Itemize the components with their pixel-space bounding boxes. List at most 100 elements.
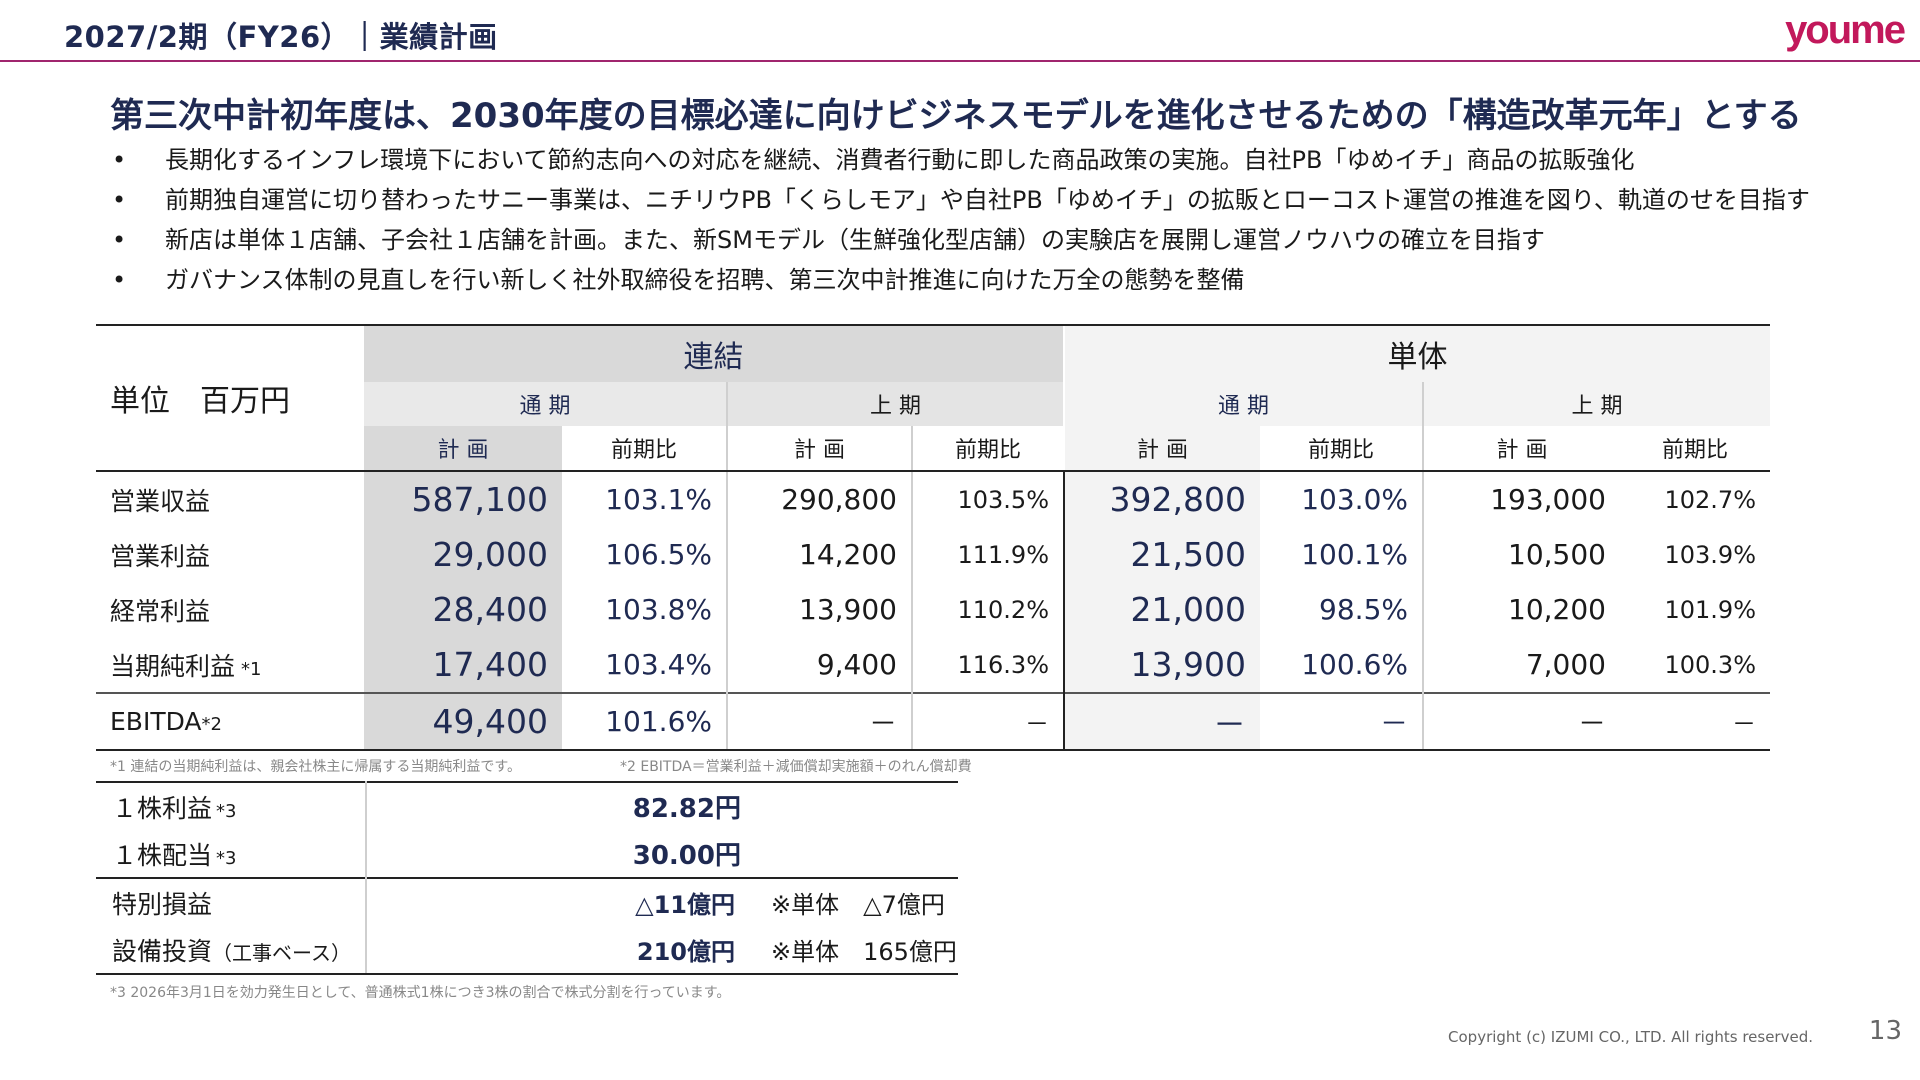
group-standalone: 単体 bbox=[1063, 324, 1770, 382]
row-label: 営業収益 bbox=[110, 486, 211, 516]
consolidated-fy-plan: 28,400 bbox=[364, 582, 562, 637]
capex-label: 設備投資（工事ベース） bbox=[96, 926, 367, 975]
bullet-marker: • bbox=[112, 146, 127, 174]
consolidated-half-year: 上 期 bbox=[726, 382, 1064, 426]
table-row: 当期純利益 *1 17,400 103.4% 9,400 116.3% 13,90… bbox=[96, 637, 1770, 693]
table-row-ebitda: EBITDA*2 49,400 101.6% － － － － － － bbox=[96, 692, 1770, 751]
consolidated-fy-plan: 587,100 bbox=[364, 471, 562, 527]
col-yoy: 前期比 bbox=[1260, 426, 1423, 472]
consolidated-h1-plan: － bbox=[726, 692, 912, 751]
consolidated-h1-yoy: 111.9% bbox=[911, 527, 1064, 582]
copyright: Copyright (c) IZUMI CO., LTD. All rights… bbox=[1448, 1028, 1813, 1046]
footnote-1: *1 連結の当期純利益は、親会社株主に帰属する当期純利益です。 bbox=[110, 759, 521, 775]
consolidated-fy-plan: 49,400 bbox=[364, 692, 562, 751]
capex-row: 設備投資（工事ベース） 210億円 ※単体 165億円 bbox=[96, 926, 958, 975]
bullet-list: • 長期化するインフレ環境下において節約志向への対応を継続、消費者行動に即した商品… bbox=[110, 140, 1810, 300]
standalone-h1-yoy: 102.7% bbox=[1664, 485, 1756, 514]
standalone-full-year: 通 期 bbox=[1063, 382, 1423, 426]
bullet-item: • ガバナンス体制の見直しを行い新しく社外取締役を招聘、第三次中計推進に向けた万全… bbox=[110, 260, 1810, 300]
table-row: 営業利益 29,000 106.5% 14,200 111.9% 21,500 … bbox=[96, 527, 1770, 582]
bullet-text: 長期化するインフレ環境下において節約志向への対応を継続、消費者行動に即した商品政… bbox=[165, 146, 1635, 174]
eps-row: １株利益 *3 82.82円 bbox=[96, 781, 958, 830]
dps-label: １株配当 *3 bbox=[96, 830, 367, 878]
consolidated-fy-plan: 17,400 bbox=[364, 637, 562, 693]
standalone-h1-yoy: 103.9% bbox=[1664, 540, 1756, 569]
consolidated-fy-yoy: 103.8% bbox=[605, 593, 712, 626]
row-label: EBITDA*2 bbox=[96, 692, 364, 751]
consolidated-h1-plan: 9,400 bbox=[726, 637, 912, 693]
bullet-marker: • bbox=[112, 266, 127, 294]
bullet-item: • 前期独自運営に切り替わったサニー事業は、ニチリウPB「くらしモア」や自社PB「… bbox=[110, 180, 1810, 220]
group-consolidated: 連結 bbox=[364, 324, 1064, 382]
footnote-3: *3 2026年3月1日を効力発生日として、普通株式1株につき3株の割合で株式分… bbox=[110, 985, 731, 1001]
special-extra: ※単体 △7億円 bbox=[751, 877, 958, 926]
bullet-marker: • bbox=[112, 226, 127, 254]
standalone-h1-plan: 10,200 bbox=[1422, 582, 1620, 637]
special-label: 特別損益 bbox=[96, 877, 367, 926]
dps-row: １株配当 *3 30.00円 bbox=[96, 830, 958, 878]
consolidated-h1-plan: 290,800 bbox=[726, 471, 912, 527]
bullet-marker: • bbox=[112, 186, 127, 214]
standalone-h1-plan: － bbox=[1422, 692, 1620, 751]
per-share-table: １株利益 *3 82.82円 １株配当 *3 30.00円 特別損益 △11億円 ※… bbox=[96, 781, 958, 975]
standalone-fy-plan: 392,800 bbox=[1063, 471, 1260, 527]
col-yoy: 前期比 bbox=[562, 426, 727, 472]
standalone-fy-plan: 21,500 bbox=[1063, 527, 1260, 582]
row-label: 営業利益 bbox=[110, 541, 211, 571]
page-title: 2027/2期（FY26）｜業績計画 bbox=[64, 20, 498, 54]
consolidated-full-year: 通 期 bbox=[364, 382, 727, 426]
standalone-fy-plan: 13,900 bbox=[1063, 637, 1260, 693]
standalone-h1-plan: 7,000 bbox=[1422, 637, 1620, 693]
bullet-item: • 長期化するインフレ環境下において節約志向への対応を継続、消費者行動に即した商品… bbox=[110, 140, 1810, 180]
consolidated-h1-plan: 13,900 bbox=[726, 582, 912, 637]
standalone-fy-plan: 21,000 bbox=[1063, 582, 1260, 637]
standalone-fy-yoy: － bbox=[1260, 692, 1423, 751]
special-row: 特別損益 △11億円 ※単体 △7億円 bbox=[96, 877, 958, 926]
consolidated-fy-yoy: 103.4% bbox=[605, 648, 712, 681]
standalone-fy-plan: － bbox=[1063, 692, 1260, 751]
standalone-fy-yoy: 100.1% bbox=[1301, 538, 1408, 571]
bullet-text: ガバナンス体制の見直しを行い新しく社外取締役を招聘、第三次中計推進に向けた万全の… bbox=[165, 266, 1245, 294]
header: 2027/2期（FY26）｜業績計画 youme bbox=[0, 0, 1920, 62]
col-plan: 計 画 bbox=[1063, 426, 1260, 472]
unit-label: 単位 百万円 bbox=[96, 324, 364, 472]
standalone-h1-plan: 193,000 bbox=[1422, 471, 1620, 527]
standalone-fy-yoy: 100.6% bbox=[1301, 648, 1408, 681]
consolidated-h1-yoy: 116.3% bbox=[911, 637, 1064, 693]
headline: 第三次中計初年度は、2030年度の目標必達に向けビジネスモデルを進化させるための… bbox=[110, 96, 1802, 136]
table-row: 経常利益 28,400 103.8% 13,900 110.2% 21,000 … bbox=[96, 582, 1770, 637]
eps-label: １株利益 *3 bbox=[96, 781, 367, 830]
consolidated-fy-plan: 29,000 bbox=[364, 527, 562, 582]
youme-logo: youme bbox=[1785, 8, 1906, 52]
dps-value: 30.00円 bbox=[632, 841, 741, 871]
row-label: 当期純利益 *1 bbox=[110, 651, 262, 681]
standalone-h1-plan: 10,500 bbox=[1422, 527, 1620, 582]
table-row: 営業収益 587,100 103.1% 290,800 103.5% 392,8… bbox=[96, 471, 1770, 527]
forecast-table: 単位 百万円 連結 単体 通 期 上 期 通 期 上 期 計 画 前期比 計 画… bbox=[96, 324, 1770, 751]
standalone-fy-yoy: 98.5% bbox=[1319, 593, 1408, 626]
bullet-text: 前期独自運営に切り替わったサニー事業は、ニチリウPB「くらしモア」や自社PB「ゆ… bbox=[165, 186, 1810, 214]
consolidated-h1-yoy: － bbox=[911, 692, 1064, 751]
consolidated-h1-yoy: 103.5% bbox=[911, 471, 1064, 527]
eps-value: 82.82円 bbox=[366, 781, 751, 830]
col-yoy: 前期比 bbox=[911, 426, 1064, 472]
row-label: 経常利益 bbox=[110, 596, 211, 626]
consolidated-h1-yoy: 110.2% bbox=[911, 582, 1064, 637]
consolidated-fy-yoy: 101.6% bbox=[562, 692, 727, 751]
consolidated-fy-yoy: 106.5% bbox=[605, 538, 712, 571]
col-plan: 計 画 bbox=[364, 426, 562, 472]
header-divider bbox=[0, 60, 1920, 62]
standalone-h1-yoy: 100.3% bbox=[1664, 650, 1756, 679]
standalone-h1-yoy: 101.9% bbox=[1664, 595, 1756, 624]
consolidated-fy-yoy: 103.1% bbox=[605, 483, 712, 516]
col-plan: 計 画 bbox=[726, 426, 912, 472]
standalone-h1-yoy: － bbox=[1620, 692, 1770, 751]
consolidated-h1-plan: 14,200 bbox=[726, 527, 912, 582]
capex-value: 210億円 bbox=[366, 926, 751, 975]
bullet-text: 新店は単体１店舗、子会社１店舗を計画。また、新SMモデル（生鮮強化型店舗）の実験… bbox=[165, 226, 1545, 254]
standalone-fy-yoy: 103.0% bbox=[1301, 483, 1408, 516]
col-plan: 計 画 bbox=[1422, 426, 1620, 472]
col-yoy: 前期比 bbox=[1620, 426, 1770, 472]
capex-extra: ※単体 165億円 bbox=[751, 926, 958, 975]
standalone-half-year: 上 期 bbox=[1422, 382, 1770, 426]
